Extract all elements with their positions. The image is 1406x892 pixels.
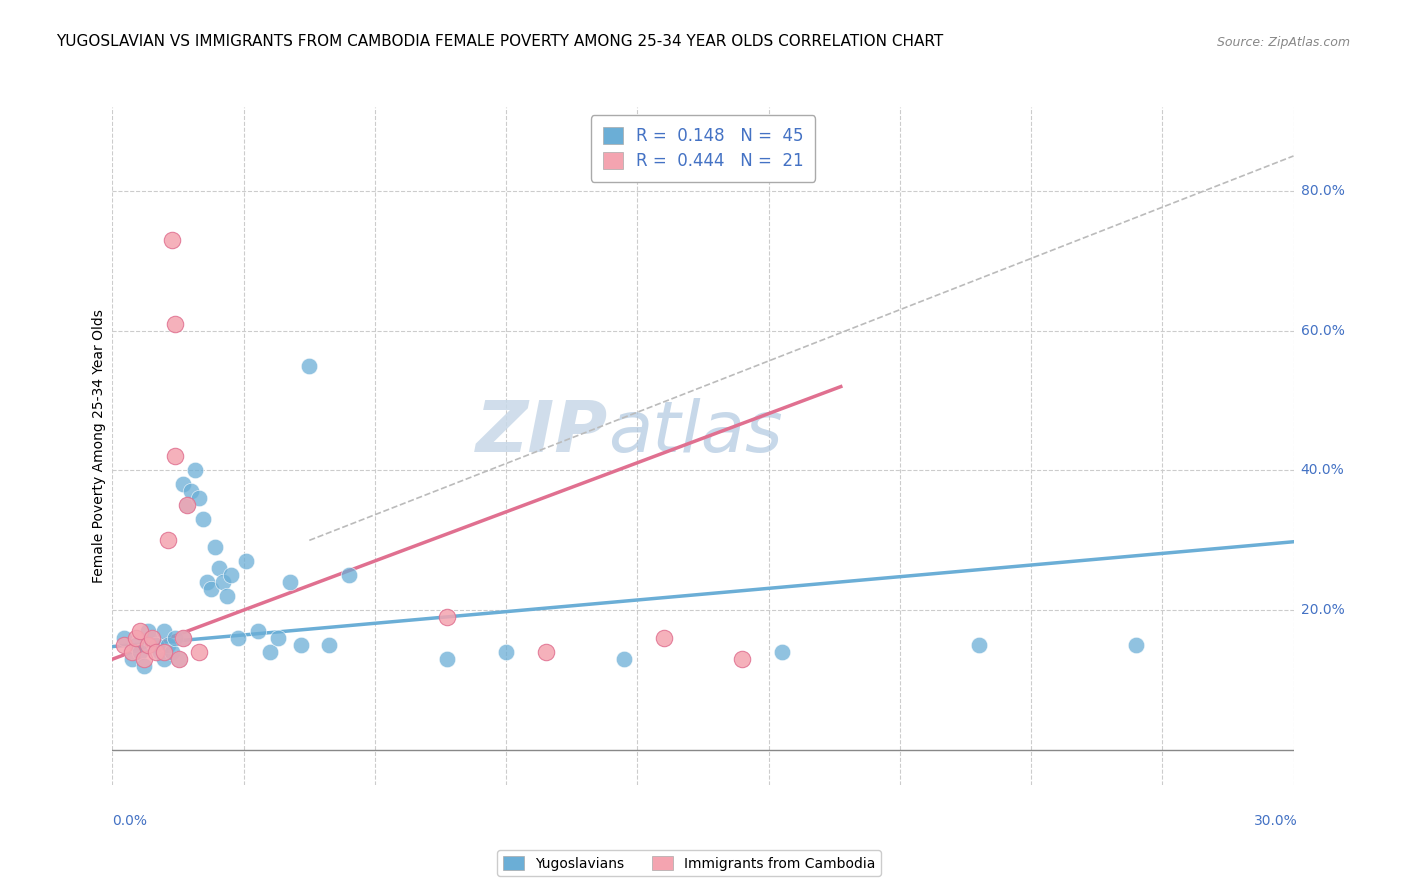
Text: Source: ZipAtlas.com: Source: ZipAtlas.com bbox=[1216, 36, 1350, 49]
Point bbox=[136, 624, 159, 639]
Text: YUGOSLAVIAN VS IMMIGRANTS FROM CAMBODIA FEMALE POVERTY AMONG 25-34 YEAR OLDS COR: YUGOSLAVIAN VS IMMIGRANTS FROM CAMBODIA … bbox=[56, 34, 943, 49]
Point bbox=[180, 484, 202, 499]
Point bbox=[132, 652, 155, 666]
Point bbox=[247, 624, 270, 639]
Point bbox=[165, 631, 187, 645]
Point bbox=[219, 568, 242, 582]
Point bbox=[112, 631, 135, 645]
Point bbox=[141, 631, 163, 645]
Point bbox=[129, 624, 152, 639]
Point bbox=[208, 561, 231, 575]
Point bbox=[160, 645, 183, 659]
Point bbox=[204, 541, 226, 555]
Point bbox=[731, 652, 754, 666]
Point bbox=[215, 589, 238, 603]
Point bbox=[156, 638, 179, 652]
Legend: Yugoslavians, Immigrants from Cambodia: Yugoslavians, Immigrants from Cambodia bbox=[498, 850, 880, 876]
Point bbox=[290, 638, 312, 652]
Text: 60.0%: 60.0% bbox=[1301, 324, 1344, 338]
Point bbox=[652, 631, 675, 645]
Point bbox=[267, 631, 290, 645]
Point bbox=[160, 233, 183, 247]
Point bbox=[184, 463, 207, 477]
Point bbox=[200, 582, 222, 597]
Point bbox=[195, 575, 218, 590]
Text: atlas: atlas bbox=[609, 398, 783, 467]
Text: ZIP: ZIP bbox=[477, 398, 609, 467]
Point bbox=[129, 645, 152, 659]
Point bbox=[337, 568, 360, 582]
Point bbox=[169, 652, 191, 666]
Point bbox=[172, 631, 194, 645]
Point bbox=[613, 652, 636, 666]
Point bbox=[169, 652, 191, 666]
Point bbox=[112, 638, 135, 652]
Point bbox=[495, 645, 517, 659]
Point bbox=[172, 477, 194, 491]
Point bbox=[436, 652, 458, 666]
Point bbox=[152, 652, 174, 666]
Point bbox=[770, 645, 793, 659]
Point bbox=[298, 359, 321, 373]
Point bbox=[176, 499, 198, 513]
Y-axis label: Female Poverty Among 25-34 Year Olds: Female Poverty Among 25-34 Year Olds bbox=[91, 309, 105, 583]
Point bbox=[125, 631, 148, 645]
Text: 20.0%: 20.0% bbox=[1301, 603, 1344, 617]
Point bbox=[228, 631, 250, 645]
Point bbox=[165, 317, 187, 331]
Point bbox=[278, 575, 301, 590]
Point bbox=[149, 645, 172, 659]
Point bbox=[125, 638, 148, 652]
Point bbox=[534, 645, 557, 659]
Point bbox=[121, 645, 143, 659]
Point bbox=[132, 659, 155, 673]
Point bbox=[1125, 638, 1147, 652]
Point bbox=[121, 652, 143, 666]
Point bbox=[188, 491, 211, 506]
Text: 80.0%: 80.0% bbox=[1301, 184, 1344, 198]
Point bbox=[436, 610, 458, 624]
Point bbox=[145, 645, 167, 659]
Point bbox=[235, 554, 257, 568]
Point bbox=[211, 575, 233, 590]
Point bbox=[259, 645, 281, 659]
Point bbox=[156, 533, 179, 548]
Point bbox=[172, 631, 194, 645]
Point bbox=[152, 624, 174, 639]
Text: 30.0%: 30.0% bbox=[1254, 814, 1298, 828]
Point bbox=[188, 645, 211, 659]
Point bbox=[191, 512, 214, 526]
Point bbox=[165, 450, 187, 464]
Point bbox=[136, 638, 159, 652]
Point bbox=[152, 645, 174, 659]
Point bbox=[176, 499, 198, 513]
Point bbox=[967, 638, 990, 652]
Point bbox=[141, 631, 163, 645]
Text: 0.0%: 0.0% bbox=[112, 814, 148, 828]
Point bbox=[318, 638, 340, 652]
Text: 40.0%: 40.0% bbox=[1301, 464, 1344, 477]
Legend: R =  0.148   N =  45, R =  0.444   N =  21: R = 0.148 N = 45, R = 0.444 N = 21 bbox=[591, 115, 815, 182]
Point bbox=[145, 638, 167, 652]
